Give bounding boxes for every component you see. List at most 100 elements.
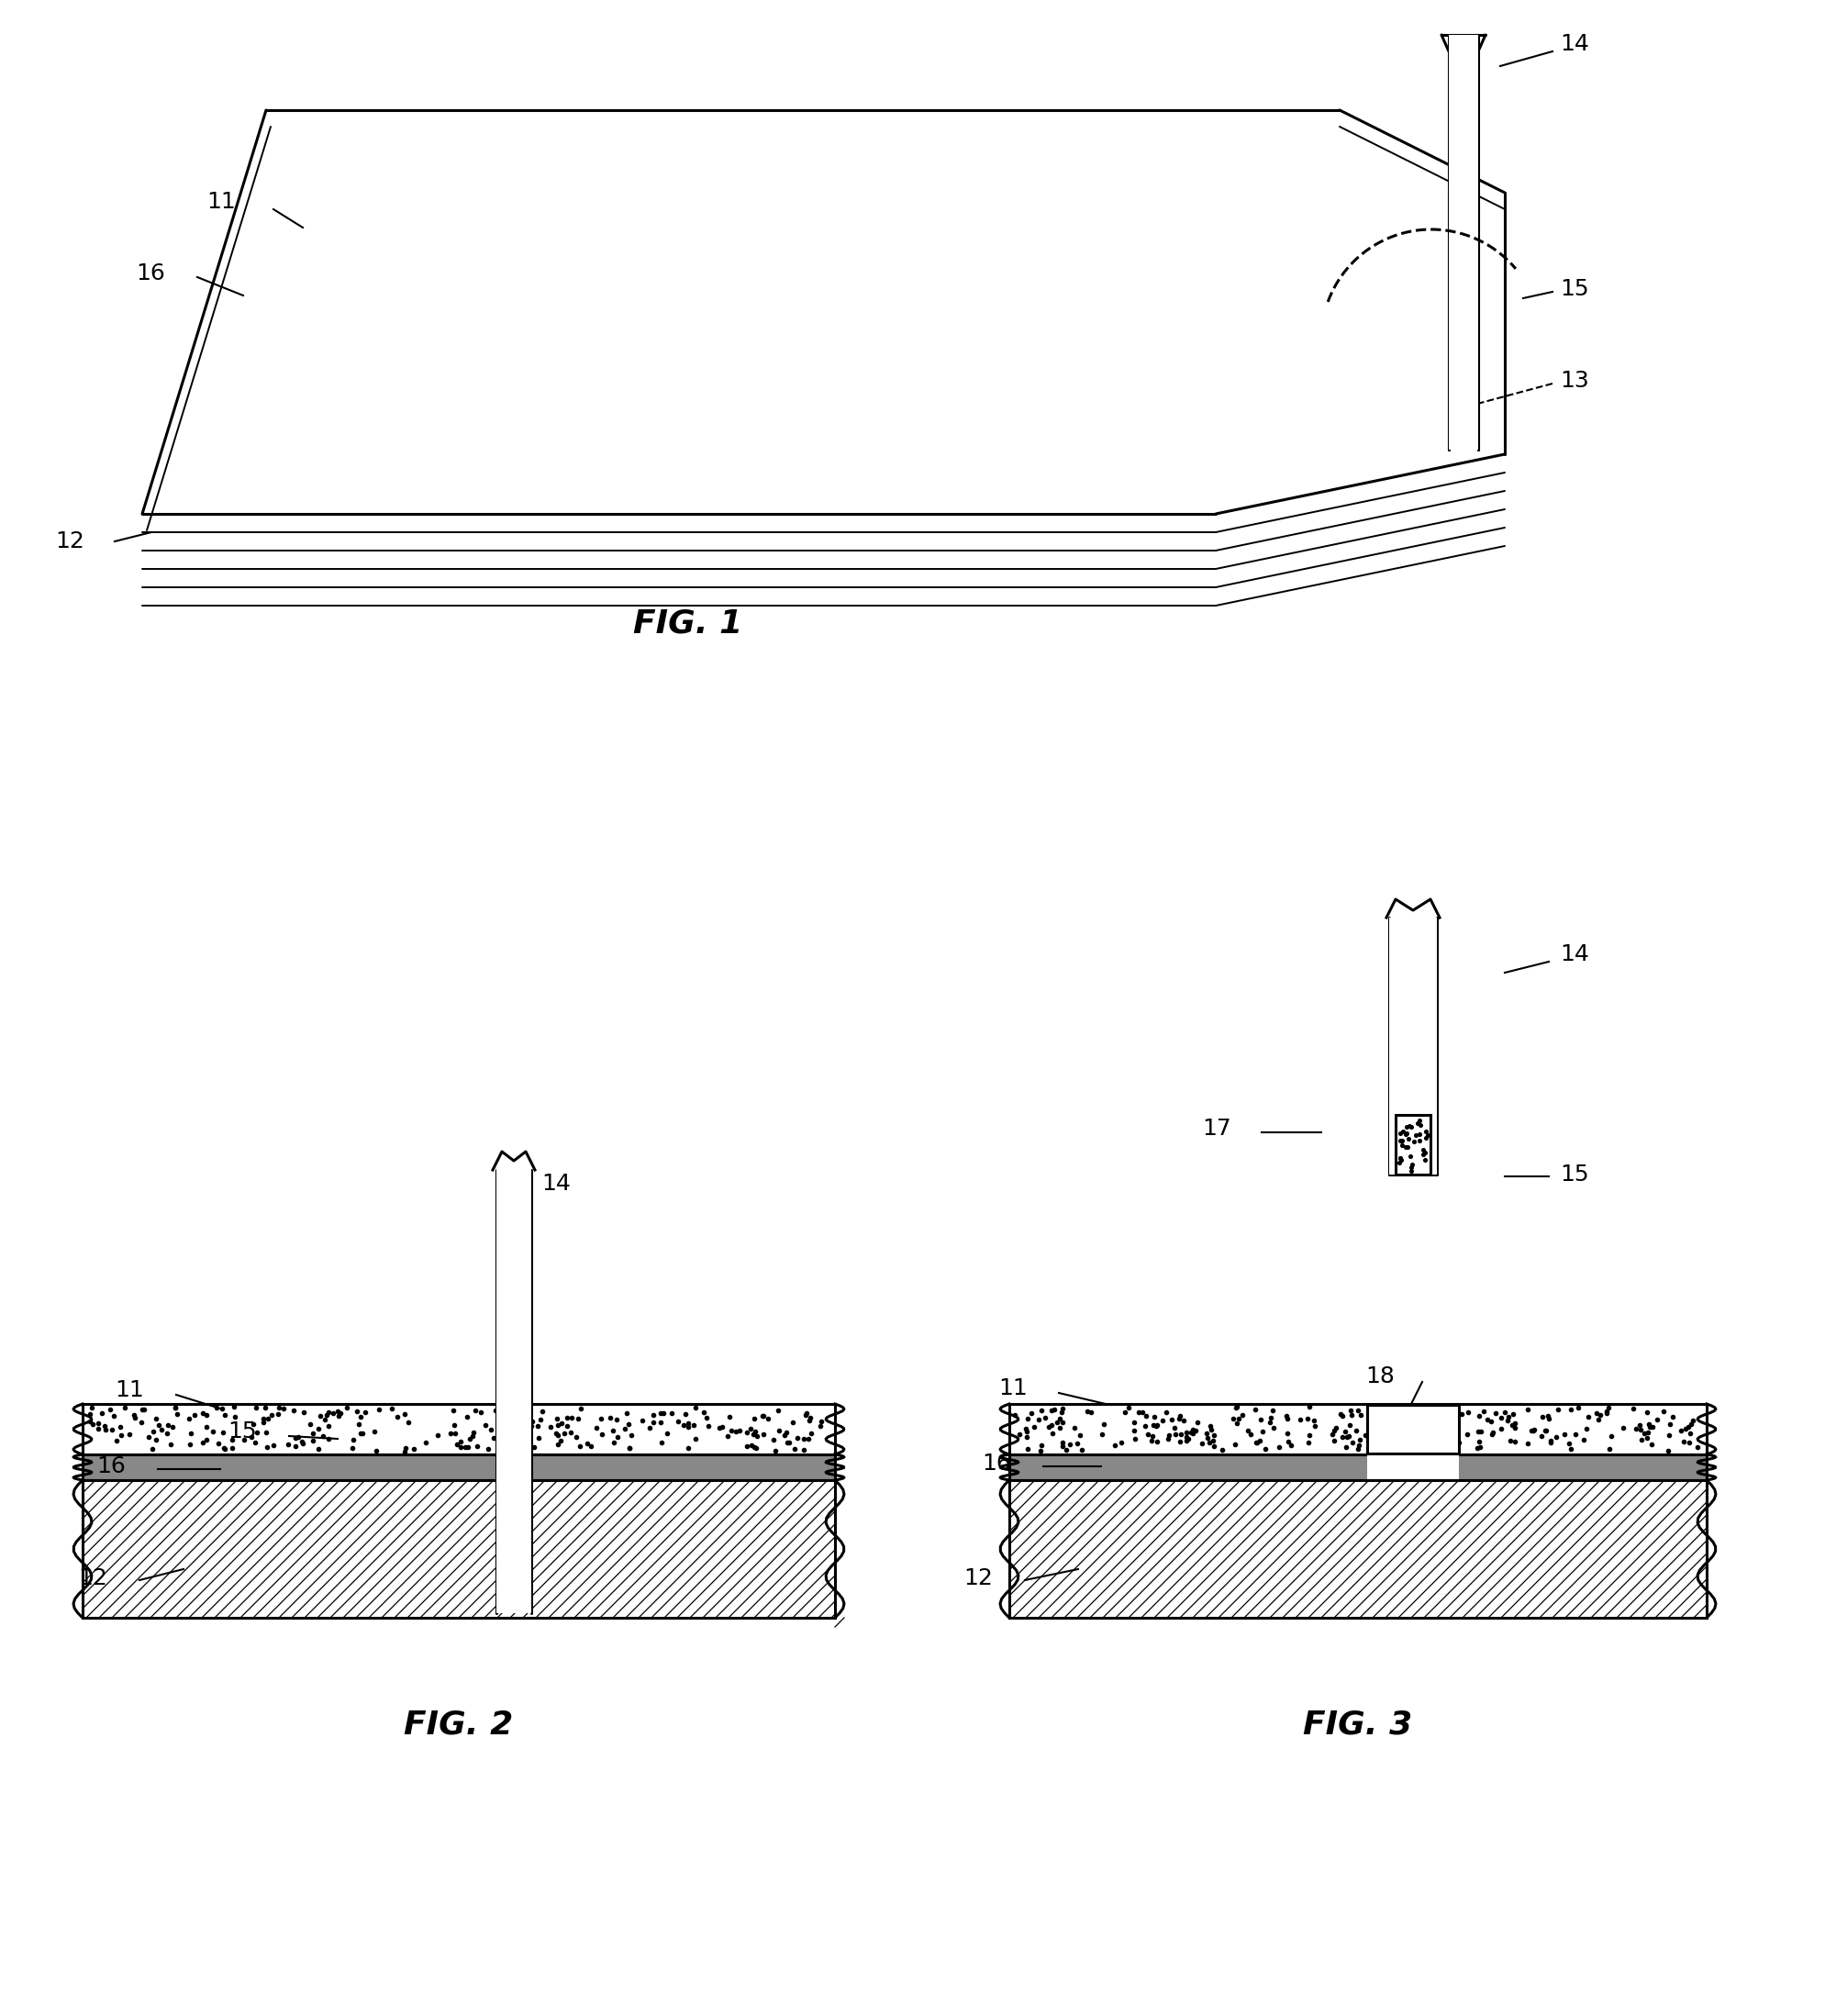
Point xyxy=(1017,1397,1046,1429)
Point xyxy=(347,1417,376,1450)
Point xyxy=(566,1393,595,1425)
Point xyxy=(296,1409,325,1441)
Point xyxy=(265,1399,294,1431)
Point xyxy=(670,1409,699,1441)
Point xyxy=(1557,1393,1586,1425)
Text: 14: 14 xyxy=(1560,32,1590,54)
Point xyxy=(1573,1401,1602,1433)
Point xyxy=(1385,1117,1414,1149)
Point xyxy=(451,1431,480,1464)
Point xyxy=(241,1391,270,1423)
Point xyxy=(99,1399,128,1431)
Point xyxy=(602,1403,631,1435)
Point xyxy=(524,1421,553,1454)
Point xyxy=(345,1409,374,1441)
Point xyxy=(794,1405,823,1437)
Point xyxy=(325,1397,354,1429)
Point xyxy=(1405,1125,1434,1157)
Point xyxy=(1124,1395,1153,1427)
Point xyxy=(308,1419,338,1452)
Point xyxy=(192,1423,221,1456)
Point xyxy=(1593,1391,1622,1423)
Point xyxy=(807,1405,836,1437)
Point xyxy=(281,1429,310,1462)
Point xyxy=(1487,1413,1517,1445)
Point xyxy=(692,1401,721,1433)
Point xyxy=(250,1391,279,1423)
Point xyxy=(438,1393,467,1425)
Point xyxy=(148,1413,177,1445)
Point xyxy=(1132,1399,1161,1431)
Point xyxy=(650,1397,679,1429)
Point xyxy=(602,1421,631,1454)
Point xyxy=(1221,1407,1250,1439)
Point xyxy=(1650,1395,1679,1427)
Point xyxy=(1591,1395,1621,1427)
Point xyxy=(790,1399,819,1431)
Point xyxy=(1225,1403,1254,1435)
Point xyxy=(1624,1409,1653,1441)
Point xyxy=(345,1401,374,1433)
Point xyxy=(1013,1433,1042,1466)
Point xyxy=(243,1415,272,1447)
Point xyxy=(115,1419,144,1452)
Bar xyxy=(1009,1403,1706,1454)
Point xyxy=(1500,1411,1529,1443)
Point xyxy=(144,1409,173,1441)
Point xyxy=(1405,1119,1434,1151)
Point xyxy=(1142,1425,1172,1458)
Point xyxy=(1653,1435,1683,1468)
Point xyxy=(1402,1119,1431,1151)
Point xyxy=(1048,1395,1077,1427)
Point xyxy=(1584,1403,1613,1435)
Point xyxy=(1343,1395,1372,1427)
Point xyxy=(564,1403,593,1435)
Point xyxy=(694,1409,723,1441)
Point xyxy=(582,1411,611,1443)
Point xyxy=(673,1431,703,1464)
Point xyxy=(1192,1417,1221,1450)
Point xyxy=(763,1395,792,1427)
Point xyxy=(748,1399,777,1431)
Point xyxy=(1389,1115,1418,1147)
Point xyxy=(210,1433,239,1466)
Point xyxy=(1394,1123,1424,1155)
Point xyxy=(95,1393,124,1425)
Point xyxy=(1299,1405,1329,1437)
Point xyxy=(690,1397,719,1429)
Point xyxy=(1653,1419,1683,1452)
Point xyxy=(1172,1417,1201,1450)
Point xyxy=(537,1411,566,1443)
Point xyxy=(288,1425,318,1458)
Point xyxy=(1403,1107,1433,1139)
Point xyxy=(566,1429,595,1462)
Bar xyxy=(496,1147,531,1613)
Bar xyxy=(82,1454,836,1480)
Point xyxy=(679,1409,708,1441)
Text: 16: 16 xyxy=(97,1456,126,1478)
Point xyxy=(1632,1397,1661,1429)
Point xyxy=(1332,1421,1361,1454)
Point xyxy=(1020,1411,1049,1443)
Point xyxy=(1024,1403,1053,1435)
Point xyxy=(1161,1411,1190,1443)
Point xyxy=(1396,1151,1425,1183)
Point xyxy=(350,1395,380,1427)
Point xyxy=(1100,1429,1130,1462)
Point xyxy=(599,1415,628,1447)
Point xyxy=(1329,1399,1358,1431)
Point xyxy=(1148,1405,1177,1437)
Point xyxy=(513,1423,542,1456)
Point xyxy=(704,1411,734,1443)
Point xyxy=(1334,1419,1363,1452)
Point xyxy=(1394,1109,1424,1141)
Point xyxy=(1172,1421,1201,1454)
Point xyxy=(1535,1403,1564,1435)
Text: 12: 12 xyxy=(964,1566,993,1589)
Point xyxy=(1221,1429,1250,1462)
Point xyxy=(1595,1433,1624,1466)
Point xyxy=(1060,1411,1090,1443)
Point xyxy=(274,1427,303,1460)
Point xyxy=(285,1421,314,1454)
Point xyxy=(526,1403,555,1435)
